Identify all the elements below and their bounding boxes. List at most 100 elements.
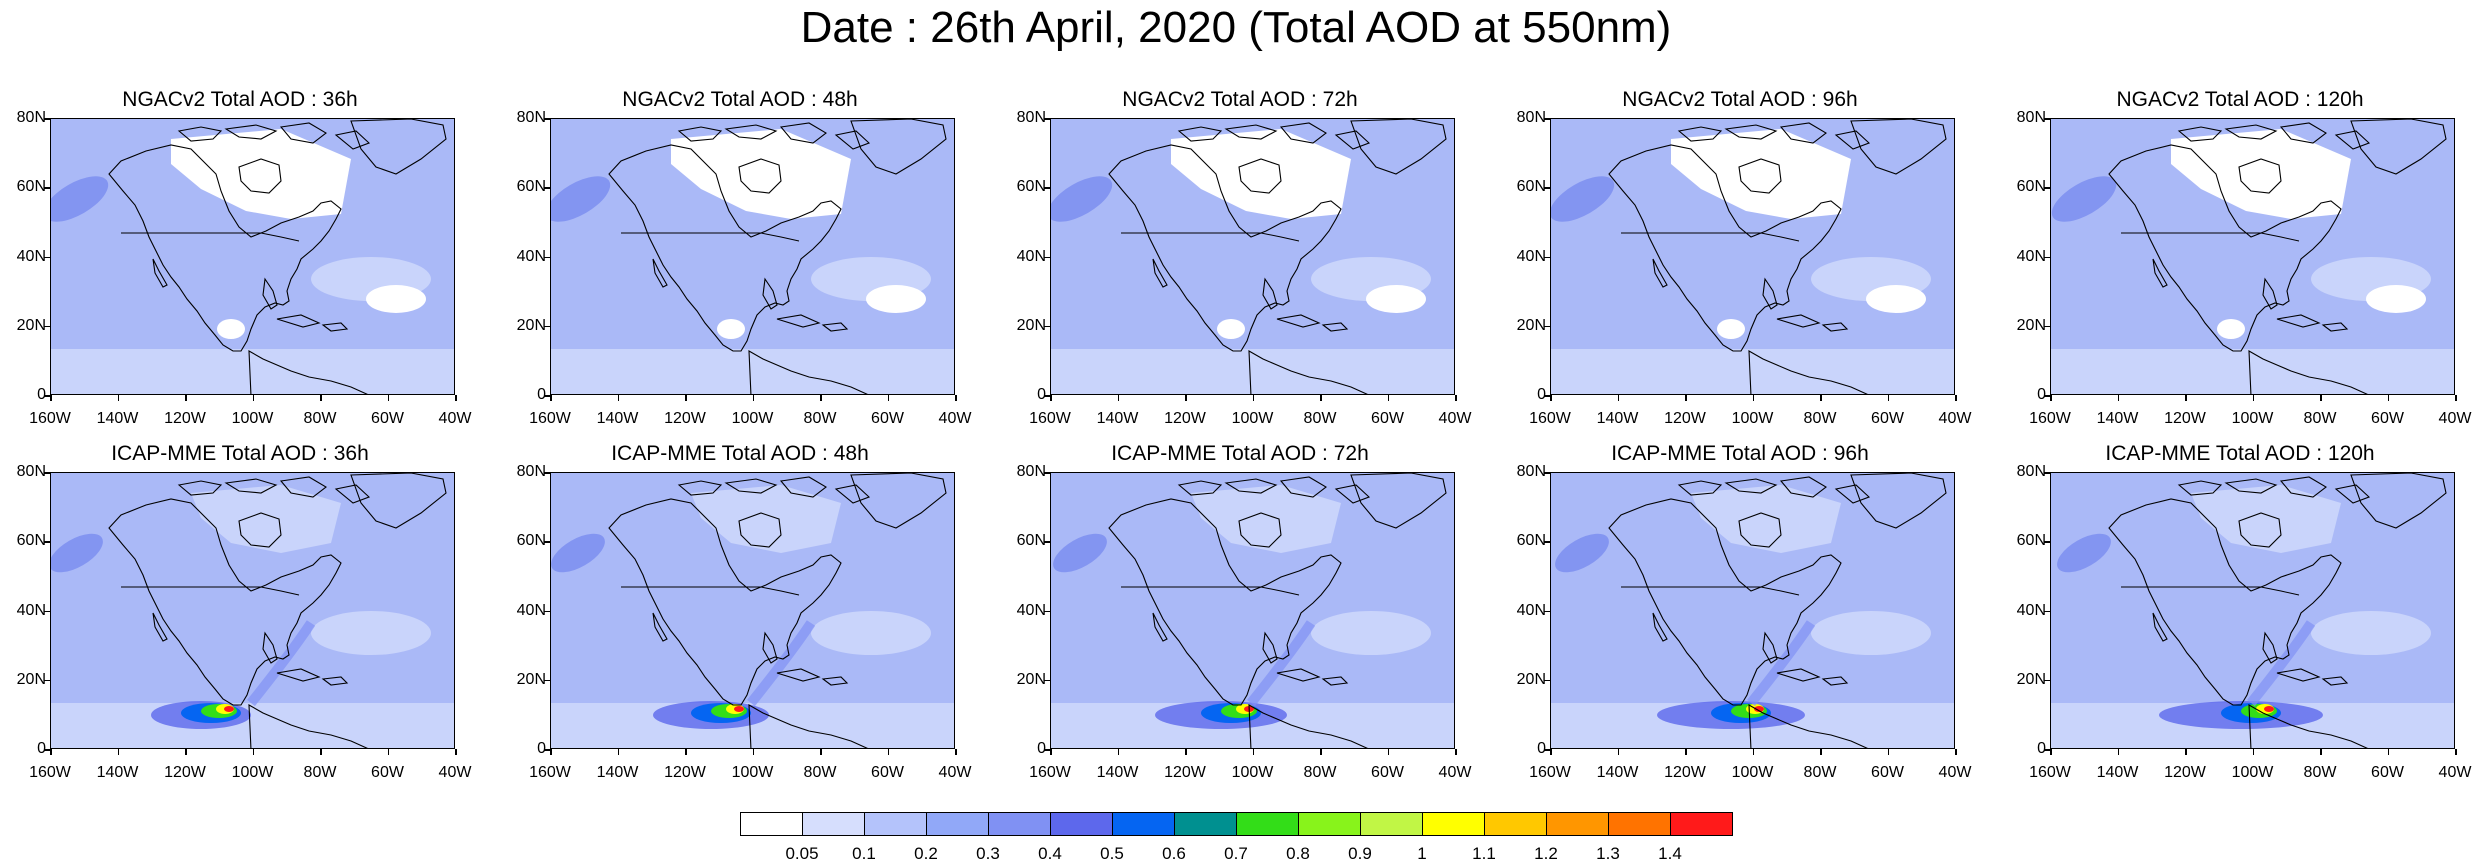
lon-tick-label: 60W bbox=[1371, 764, 1404, 781]
lat-tick-label: 20N bbox=[2016, 316, 2046, 334]
lon-tick-label: 80W bbox=[1303, 764, 1337, 781]
lon-tick-mark bbox=[320, 749, 322, 755]
lon-tick-label: 80W bbox=[2303, 764, 2337, 781]
lat-tick-mark bbox=[1544, 395, 1550, 397]
lon-tick-label: 80W bbox=[1803, 410, 1837, 427]
lon-tick-label: 120W bbox=[2164, 764, 2206, 781]
lat-tick-label: 60N bbox=[16, 532, 46, 550]
lat-tick-label: 80N bbox=[16, 109, 46, 126]
lon-tick-label: 140W bbox=[1096, 764, 1139, 781]
lon-tick-label: 140W bbox=[96, 764, 139, 781]
lon-tick-label: 100W bbox=[731, 410, 774, 427]
lat-tick-label: 20N bbox=[1516, 670, 1546, 688]
lon-tick-mark bbox=[1887, 749, 1889, 755]
colorbar-label: 0.3 bbox=[976, 844, 1000, 863]
map-panel-icap-120: ICAP-MME Total AOD : 120h 80N 60N 40N 20N 0 16… bbox=[2000, 442, 2472, 822]
lon-tick-label: 100W bbox=[1731, 764, 1774, 781]
lat-tick-label: 0 bbox=[2037, 386, 2046, 403]
lon-tick-label: 60W bbox=[1371, 410, 1404, 427]
lat-tick-label: 80N bbox=[2016, 109, 2046, 126]
lat-tick-mark bbox=[1044, 395, 1050, 397]
lat-tick-mark bbox=[44, 541, 50, 543]
lat-tick-label: 60N bbox=[1516, 178, 1546, 196]
lon-tick-mark bbox=[2050, 395, 2052, 401]
lon-tick-mark bbox=[1820, 395, 1822, 401]
panel-title: ICAP-MME Total AOD : 120h bbox=[2105, 442, 2375, 465]
colorbar-label: 0.1 bbox=[852, 844, 876, 863]
lat-tick-mark bbox=[2044, 256, 2050, 258]
lat-tick-mark bbox=[44, 679, 50, 682]
lat-tick-label: 40N bbox=[1516, 601, 1546, 619]
colorbar-swatch bbox=[1422, 812, 1485, 836]
lat-tick-mark bbox=[1044, 679, 1050, 682]
lat-tick-mark bbox=[2044, 187, 2050, 189]
lon-tick-label: 160W bbox=[29, 410, 71, 427]
lon-tick-mark bbox=[617, 395, 619, 401]
lon-tick-mark bbox=[820, 749, 822, 755]
lat-tick-label: 80N bbox=[516, 463, 546, 480]
colorbar-label: 0.9 bbox=[1348, 844, 1372, 863]
aod-map bbox=[550, 472, 955, 749]
lon-tick-mark bbox=[955, 395, 957, 401]
lat-tick-label: 80N bbox=[1016, 109, 1046, 126]
lat-tick-mark bbox=[1044, 325, 1050, 328]
lon-tick-mark bbox=[1117, 749, 1119, 755]
lon-tick-mark bbox=[820, 395, 822, 401]
lon-tick-mark bbox=[1050, 749, 1052, 755]
map-panel-ngac-96: NGACv2 Total AOD : 96h 80N 60N 40N 20N 0 160W 1… bbox=[1500, 88, 1980, 468]
lon-tick-label: 40W bbox=[438, 764, 472, 781]
map-panel-icap-36: ICAP-MME Total AOD : 36h 80N 60N 40N 20N 0 160… bbox=[0, 442, 480, 822]
lat-tick-label: 20N bbox=[1516, 316, 1546, 334]
lon-tick-mark bbox=[50, 395, 52, 401]
lon-tick-mark bbox=[2185, 395, 2187, 401]
lon-tick-label: 120W bbox=[1164, 764, 1206, 781]
lon-tick-label: 60W bbox=[1871, 410, 1904, 427]
lon-tick-label: 100W bbox=[2231, 410, 2274, 427]
colorbar-swatch bbox=[740, 812, 803, 836]
aod-map bbox=[1050, 118, 1455, 395]
lat-tick-label: 0 bbox=[1537, 740, 1546, 757]
lat-tick-label: 20N bbox=[16, 316, 46, 334]
lat-tick-mark bbox=[44, 256, 50, 258]
colorbar-swatch bbox=[1608, 812, 1671, 836]
lon-tick-label: 120W bbox=[2164, 410, 2206, 427]
lon-tick-label: 60W bbox=[871, 764, 904, 781]
colorbar-swatch bbox=[1112, 812, 1175, 836]
lon-tick-mark bbox=[1550, 749, 1552, 755]
panel-title: ICAP-MME Total AOD : 48h bbox=[611, 442, 869, 465]
lat-tick-label: 0 bbox=[537, 740, 546, 757]
lon-tick-label: 120W bbox=[1664, 410, 1706, 427]
panel-title: NGACv2 Total AOD : 96h bbox=[1622, 88, 1858, 111]
lat-tick-label: 0 bbox=[2037, 740, 2046, 757]
aod-map bbox=[1550, 472, 1955, 749]
lat-tick-label: 0 bbox=[37, 740, 46, 757]
lat-tick-label: 60N bbox=[516, 532, 546, 550]
panel-title: ICAP-MME Total AOD : 72h bbox=[1111, 442, 1369, 465]
lat-tick-label: 40N bbox=[516, 601, 546, 619]
lon-tick-mark bbox=[2117, 395, 2119, 401]
lat-tick-mark bbox=[544, 118, 550, 120]
aod-map bbox=[2050, 472, 2455, 749]
lat-tick-mark bbox=[1544, 679, 1550, 682]
lon-tick-mark bbox=[685, 395, 687, 401]
lon-tick-mark bbox=[1685, 749, 1687, 755]
lon-tick-label: 140W bbox=[596, 764, 639, 781]
lat-tick-mark bbox=[1544, 256, 1550, 258]
lon-tick-label: 40W bbox=[1438, 764, 1472, 781]
lon-tick-mark bbox=[252, 749, 254, 755]
lat-tick-label: 40N bbox=[1016, 247, 1046, 265]
lon-tick-label: 120W bbox=[664, 764, 706, 781]
lat-tick-label: 80N bbox=[516, 109, 546, 126]
lat-tick-mark bbox=[44, 749, 50, 751]
lon-tick-mark bbox=[685, 749, 687, 755]
lon-tick-label: 40W bbox=[2438, 764, 2472, 781]
lon-tick-label: 160W bbox=[529, 410, 571, 427]
lat-tick-label: 40N bbox=[1516, 247, 1546, 265]
lat-tick-mark bbox=[1044, 472, 1050, 474]
lon-tick-mark bbox=[387, 395, 389, 401]
lat-tick-mark bbox=[1044, 118, 1050, 120]
lon-tick-mark bbox=[1320, 395, 1322, 401]
lat-tick-mark bbox=[544, 325, 550, 328]
colorbar-swatch bbox=[802, 812, 865, 836]
lon-tick-mark bbox=[1252, 749, 1254, 755]
